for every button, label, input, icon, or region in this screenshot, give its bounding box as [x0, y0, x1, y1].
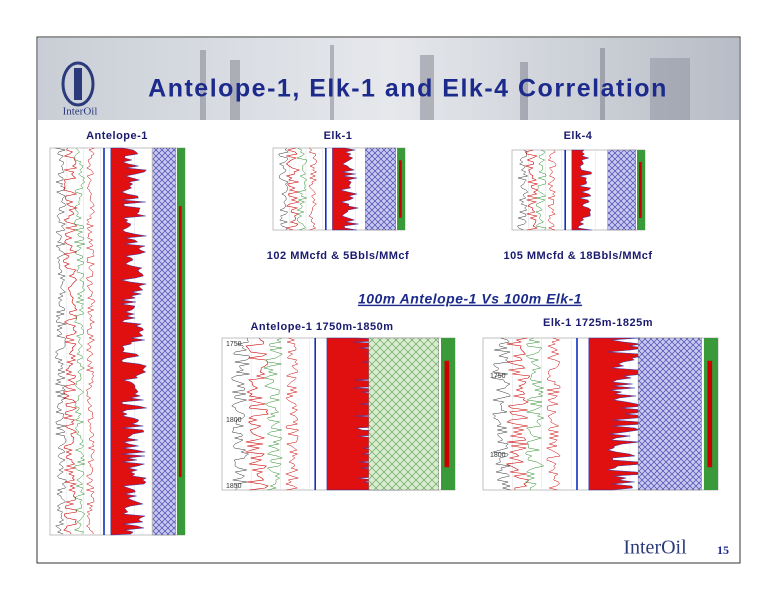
log-curve	[525, 337, 545, 491]
depth-label: 1800	[226, 417, 242, 424]
log-strip	[399, 160, 402, 218]
footer-logo: InterOil	[623, 537, 687, 559]
well-rate: 105 MMcfd & 18Bbls/MMcf	[503, 250, 652, 262]
log-curve	[285, 147, 301, 231]
panel-label: Elk-1 1725m-1825m	[543, 317, 653, 329]
logo-mark	[74, 68, 82, 100]
log-curve	[285, 337, 300, 491]
log-curve	[245, 337, 269, 491]
log-curve	[505, 337, 531, 491]
log-red-fill	[571, 149, 592, 231]
log-curve	[73, 147, 86, 535]
log-hatch	[637, 337, 702, 491]
log-hatch	[152, 147, 176, 536]
log-curve	[517, 149, 529, 231]
well-label: Elk-4	[564, 130, 593, 142]
log-curve	[62, 147, 79, 535]
log-red-fill	[110, 147, 147, 536]
depth-label: 1800	[490, 452, 506, 459]
well-label: Elk-1	[324, 130, 353, 142]
log-curve	[85, 147, 96, 535]
well-label: Antelope-1	[86, 130, 148, 142]
well-rate: 102 MMcfd & 5Bbls/MMcf	[267, 250, 409, 262]
log-red-fill	[588, 337, 648, 491]
log-red-fill	[332, 147, 359, 231]
slide-title: Antelope-1, Elk-1 and Elk-4 Correlation	[148, 75, 668, 103]
log-curve	[54, 147, 67, 535]
log-curve	[545, 337, 561, 491]
log-curve	[547, 149, 557, 231]
panel-label: Antelope-1 1750m-1850m	[250, 321, 393, 333]
header-refinery	[200, 45, 690, 120]
log-hatch	[607, 149, 636, 231]
log-curve	[491, 337, 512, 491]
header-logo: InterOil	[63, 106, 98, 118]
depth-label: 1750	[490, 373, 506, 380]
log-curve	[278, 147, 289, 231]
logo-mark	[61, 61, 95, 107]
log-strip	[444, 360, 450, 468]
log-curve	[263, 337, 284, 491]
header-band	[38, 38, 739, 120]
log-hatch	[365, 147, 396, 231]
log-hatch	[368, 337, 439, 491]
depth-label: 1850	[226, 483, 242, 490]
depth-label: 1750	[226, 341, 242, 348]
log-strip	[639, 162, 642, 218]
comparison-title: 100m Antelope-1 Vs 100m Elk-1	[358, 291, 582, 307]
log-curve	[308, 147, 318, 231]
log-curve	[231, 337, 250, 491]
log-strip	[178, 206, 182, 477]
log-curve	[535, 149, 547, 231]
log-curve	[296, 147, 308, 231]
log-strip	[707, 360, 713, 468]
page-number: 15	[717, 543, 729, 557]
